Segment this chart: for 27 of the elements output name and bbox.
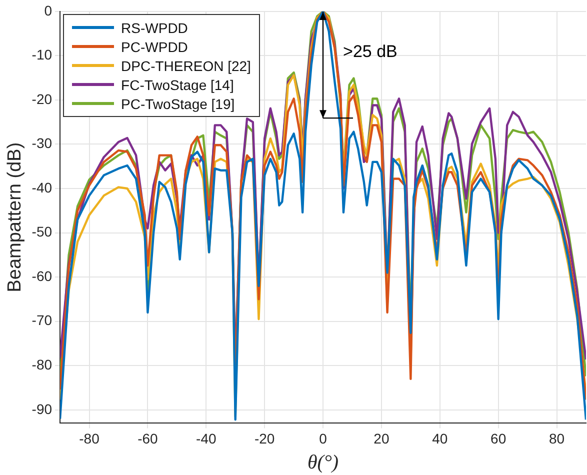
y-tick-label: -30 xyxy=(32,135,52,152)
x-tick-label: 60 xyxy=(490,430,506,446)
legend-label: DPC-THEREON [22] xyxy=(121,58,251,74)
y-tick-label: -90 xyxy=(32,400,52,417)
y-tick-label: -40 xyxy=(32,179,52,196)
legend-label: FC-TwoStage [14] xyxy=(121,76,234,93)
y-tick-label: 0 xyxy=(44,2,52,18)
x-tick-label: 20 xyxy=(374,430,390,446)
y-tick-label: -70 xyxy=(32,312,52,328)
x-tick-label: -20 xyxy=(254,430,275,446)
annotation: >25 dB xyxy=(343,42,398,61)
y-tick-label: -60 xyxy=(32,268,52,284)
legend-label: RS-WPDD xyxy=(121,20,188,36)
x-tick-label: -60 xyxy=(138,430,158,446)
x-tick-label: 80 xyxy=(548,430,565,446)
y-tick-label: -80 xyxy=(32,356,52,372)
legend-label: PC-TwoStage [19] xyxy=(121,96,235,112)
x-tick-label: 0 xyxy=(319,430,328,446)
legend-label: PC-WPDD xyxy=(121,38,188,55)
y-tick-label: -20 xyxy=(32,90,52,107)
y-tick-label: -10 xyxy=(32,46,52,63)
x-tick-label: -40 xyxy=(196,430,216,446)
y-axis-title: Beampattern (dB) xyxy=(4,142,26,292)
y-tick-label: -50 xyxy=(32,224,52,240)
x-tick-label: 40 xyxy=(432,430,448,446)
x-axis-title: θ(°) xyxy=(307,451,339,474)
x-tick-label: -80 xyxy=(79,430,100,446)
